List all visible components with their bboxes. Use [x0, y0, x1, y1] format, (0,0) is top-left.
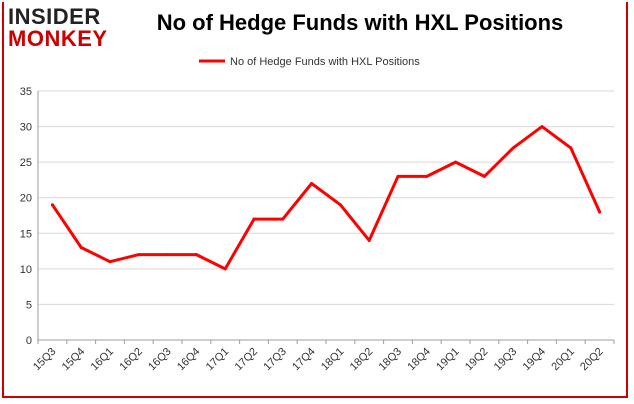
x-tick-label: 18Q3: [377, 346, 405, 374]
y-tick-label: 25: [20, 157, 32, 169]
logo-line-2: MONKEY: [8, 26, 108, 51]
x-tick-label: 19Q4: [521, 346, 549, 374]
data-point: [569, 146, 573, 150]
x-tick-label: 16Q2: [117, 346, 145, 374]
y-tick-label: 35: [20, 86, 32, 98]
x-tick-label: 15Q4: [60, 346, 88, 374]
data-point: [137, 253, 141, 257]
x-tick-label: 20Q2: [578, 346, 606, 374]
chart-frame: [2, 2, 628, 398]
x-tick-label: 17Q3: [261, 346, 289, 374]
data-point: [79, 246, 83, 250]
data-point: [454, 160, 458, 164]
data-point: [108, 260, 112, 264]
x-tick-label: 17Q4: [290, 346, 318, 374]
data-point: [50, 203, 54, 207]
data-point: [511, 146, 515, 150]
data-point: [367, 238, 371, 242]
insider-monkey-logo: INSIDER MONKEY: [8, 4, 120, 52]
x-tick-label: 19Q1: [434, 346, 462, 374]
data-point: [252, 217, 256, 221]
y-tick-label: 10: [20, 264, 32, 276]
data-point: [310, 181, 314, 185]
x-tick-label: 19Q2: [463, 346, 491, 374]
y-tick-label: 0: [26, 335, 32, 347]
data-point: [425, 174, 429, 178]
x-tick-label: 15Q3: [31, 346, 59, 374]
y-tick-label: 20: [20, 193, 32, 205]
data-point: [540, 125, 544, 129]
data-point: [396, 174, 400, 178]
x-tick-label: 16Q4: [175, 346, 203, 374]
x-tick-label: 16Q1: [89, 346, 117, 374]
x-tick-label: 18Q4: [405, 346, 433, 374]
y-tick-label: 15: [20, 228, 32, 240]
data-point: [338, 203, 342, 207]
x-tick-label: 17Q2: [233, 346, 261, 374]
x-tick-label: 18Q2: [348, 346, 376, 374]
y-tick-label: 5: [26, 299, 32, 311]
logo-line-1: INSIDER: [8, 4, 101, 29]
data-point: [281, 217, 285, 221]
y-tick-label: 30: [20, 122, 32, 134]
data-point: [194, 253, 198, 257]
data-point: [166, 253, 170, 257]
data-point: [482, 174, 486, 178]
x-tick-label: 17Q1: [204, 346, 232, 374]
x-tick-label: 19Q3: [492, 346, 520, 374]
data-point: [223, 267, 227, 271]
x-tick-label: 16Q3: [146, 346, 174, 374]
chart-title: No of Hedge Funds with HXL Positions: [156, 10, 564, 35]
x-tick-label: 18Q1: [319, 346, 347, 374]
series-line-hxl: [50, 125, 602, 271]
data-point: [598, 210, 602, 214]
x-tick-label: 20Q1: [549, 346, 577, 374]
legend-label: No of Hedge Funds with HXL Positions: [230, 56, 420, 68]
